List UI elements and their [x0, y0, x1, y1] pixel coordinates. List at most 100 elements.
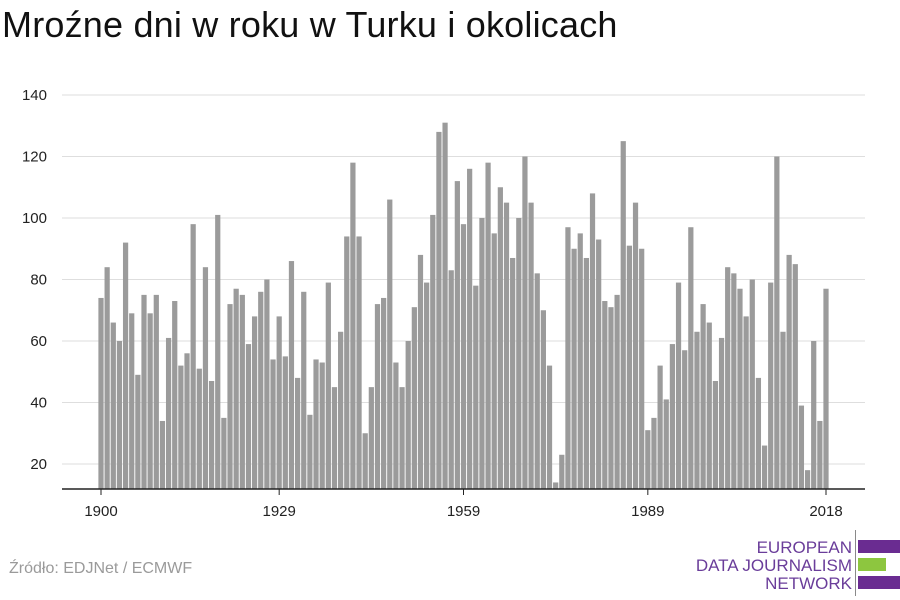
- bar: [503, 202, 510, 490]
- bar: [233, 288, 239, 489]
- bar: [190, 224, 196, 489]
- bar: [645, 430, 651, 489]
- bar: [307, 414, 313, 489]
- bar: [657, 365, 663, 489]
- bar: [596, 239, 602, 489]
- x-tick-label: 1900: [84, 503, 117, 520]
- bar: [632, 202, 639, 490]
- bar: [792, 264, 798, 490]
- bar: [559, 454, 565, 489]
- bar: [116, 341, 123, 489]
- bar: [602, 301, 608, 489]
- bar: [669, 344, 676, 489]
- bar: [417, 254, 424, 489]
- bar: [577, 233, 583, 490]
- bar: [313, 359, 319, 489]
- bar: [565, 227, 571, 489]
- bar: [221, 417, 227, 490]
- bar: [301, 291, 307, 489]
- bar: [589, 193, 596, 489]
- bar: [215, 214, 221, 490]
- bar: [104, 267, 110, 489]
- bar: [172, 301, 178, 489]
- bar: [725, 267, 731, 489]
- bar: [761, 445, 768, 489]
- bar: [276, 316, 282, 489]
- bar: [755, 377, 762, 489]
- bar: [467, 168, 473, 490]
- bar: [614, 294, 620, 490]
- bar: [165, 337, 172, 489]
- bar: [356, 236, 362, 489]
- bar: [399, 387, 405, 490]
- bar: [208, 380, 215, 489]
- bar: [534, 273, 540, 489]
- bar: [270, 359, 276, 489]
- bar: [528, 202, 534, 490]
- bar: [98, 297, 104, 489]
- bar: [712, 380, 719, 489]
- bar: [718, 337, 725, 489]
- bar: [319, 362, 325, 489]
- bar: [381, 297, 387, 489]
- bar: [430, 214, 436, 490]
- bar: [473, 285, 479, 489]
- bar: [282, 356, 288, 490]
- bar: [454, 181, 460, 489]
- logo-bar-purple-top: [858, 540, 900, 553]
- bar: [540, 310, 546, 489]
- logo-line-network: NETWORK: [765, 574, 852, 593]
- bar: [258, 291, 264, 489]
- bar: [436, 131, 442, 489]
- bar: [639, 248, 645, 489]
- bar: [811, 341, 817, 489]
- bar: [682, 350, 688, 489]
- bar: [485, 162, 491, 489]
- bar: [768, 282, 774, 489]
- bar: [510, 257, 516, 489]
- logo-bar-purple-bottom: [858, 576, 900, 589]
- y-tick-label: 20: [30, 456, 47, 473]
- y-tick-label: 120: [22, 149, 47, 166]
- bars: [98, 122, 829, 490]
- bar: [516, 218, 522, 489]
- bar: [153, 294, 159, 490]
- bar: [141, 294, 147, 490]
- bar: [227, 304, 233, 489]
- bar: [393, 362, 399, 489]
- bar: [675, 282, 682, 489]
- y-tick-label: 60: [30, 333, 47, 350]
- y-tick-label: 100: [22, 210, 47, 227]
- logo-bar-green: [858, 558, 886, 571]
- bar: [786, 254, 792, 489]
- bar: [737, 288, 743, 489]
- bar: [497, 187, 503, 489]
- bar: [663, 399, 669, 489]
- bar: [350, 162, 356, 489]
- x-tick-label: 1959: [447, 503, 480, 520]
- y-tick-label: 80: [30, 272, 47, 289]
- logo-divider: [855, 530, 856, 596]
- bar: [522, 156, 528, 489]
- logo-line-data-journalism: DATA JOURNALISM: [695, 556, 852, 575]
- bar: [583, 257, 589, 489]
- source-note: Źródło: EDJNet / ECMWF: [9, 560, 193, 577]
- bar: [479, 218, 485, 489]
- bar: [368, 387, 374, 490]
- bar: [774, 156, 780, 489]
- bar: [295, 377, 301, 489]
- x-tick-label: 1989: [631, 503, 664, 520]
- bar: [387, 199, 393, 490]
- bar: [338, 331, 344, 489]
- bar: [817, 420, 823, 489]
- y-tick-label: 40: [30, 395, 47, 412]
- bar: [823, 288, 829, 489]
- bar: [749, 279, 755, 489]
- bar: [571, 248, 577, 489]
- bar: [411, 307, 417, 489]
- axes: 20 40 60 80 100 120 140 1900 1929 1959 1989 2018: [22, 87, 865, 520]
- bar: [651, 417, 657, 490]
- bar: [147, 313, 153, 489]
- bar: [553, 482, 559, 489]
- bar: [491, 233, 497, 490]
